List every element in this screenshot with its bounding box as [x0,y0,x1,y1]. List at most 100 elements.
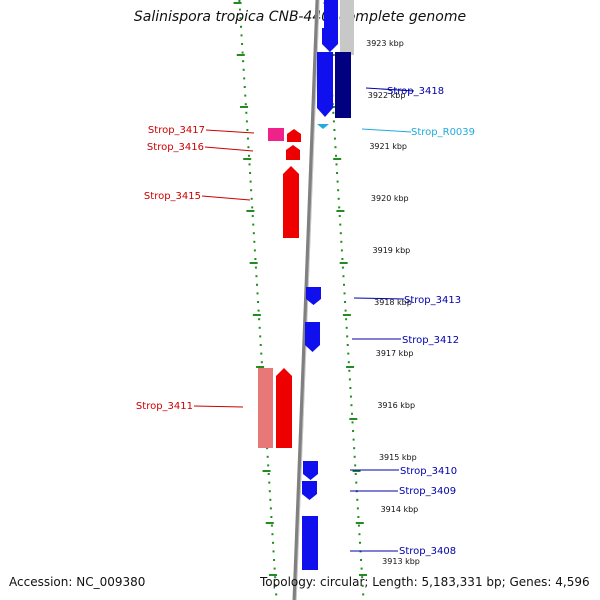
left-grid-dot [248,163,251,166]
left-grid-dot [270,516,273,518]
gene-leader-line [205,129,255,134]
forward-gene-strop-3410 [303,461,318,480]
right-grid-dot [356,498,359,501]
left-grid-dot [266,447,269,450]
forward-gene-label: Strop_3412 [402,335,459,346]
right-grid-dot [333,137,336,140]
left-grid-dot [272,550,275,553]
ruler-tick-label: 3917 kbp [376,349,414,358]
gene-features [258,0,354,570]
right-grid-dot [353,447,356,450]
grid-major-mark [265,522,274,524]
left-grid-dot [256,292,259,295]
right-grid-dot [339,223,342,226]
left-grid-dot [238,8,241,11]
right-grid-dot [337,189,340,192]
right-grid-dot [360,567,363,570]
accession-info: Accession: NC_009380 [9,575,146,589]
grid-major-mark [358,574,367,576]
left-grid-dot [257,309,260,312]
right-grid-dot [336,172,339,174]
forward-gene-top [324,0,338,30]
forward-gene-label: Strop_R0039 [411,127,475,138]
right-grid-dot [361,584,364,587]
right-grid-dot [348,369,351,372]
left-grid-dot [247,146,250,149]
grid-major-mark [346,366,355,368]
right-grid-dot [338,215,341,217]
ruler-ticks: 3923 kbp 3922 kbp 3921 kbp 3920 kbp 3919 kbp… [366,39,420,566]
grid-major-mark [236,54,245,56]
grid-major-mark [355,522,364,524]
right-grid-dot [345,318,348,321]
left-grid-dot [240,34,243,37]
grid-major-mark [268,574,277,576]
right-grid-dot [344,301,347,303]
forward-gene-strop-3418-arrow [317,52,333,117]
grid-major-mark [342,314,351,316]
grid-major-mark [333,158,342,160]
ruler-tick-label: 3919 kbp [373,246,411,255]
reverse-gene-strop-3415 [283,166,299,238]
topology-info: Topology: circular; Length: 5,183,331 bp… [260,575,590,589]
right-grid-dot [347,361,350,364]
left-grid-dot [275,593,278,596]
left-grid-dot [254,258,257,260]
left-grid-dot [249,180,252,183]
left-grid-dot [260,352,263,355]
right-grid-dot [346,344,349,346]
ruler-tick-label: 3918 kbp [374,298,412,307]
right-grid-dot [341,258,344,260]
gene-leader-line [201,195,251,201]
left-grid-dot [253,249,256,252]
reverse-gene-strop-3411-light [258,368,273,448]
left-grid-dot [253,240,256,243]
left-grid-dot [273,567,276,570]
left-grid-dot [242,60,245,63]
right-grid-dot [334,146,337,149]
left-grid-dot [245,111,248,114]
left-grid-dot [250,197,253,200]
left-grid-dot [270,524,273,527]
left-grid-dot [274,576,277,579]
left-grid-dot [250,189,253,192]
left-grid-dot [252,232,255,235]
forward-gene-label: Strop_3418 [387,86,444,97]
grid-major-mark [233,2,242,4]
right-grid-dot [350,412,353,415]
left-grid-dot [268,481,271,484]
left-grid-dot [238,0,241,2]
left-grid-dot [257,301,260,303]
gene-leader-line [361,128,412,133]
right-grid-dot [353,455,356,458]
left-grid-dot [251,206,254,209]
right-grid-dot [343,292,346,295]
reverse-gene-strop-3411 [276,368,292,448]
right-grid-dot [348,378,351,381]
left-grid-dot [249,172,252,174]
left-grid-dot [271,541,274,544]
ruler-tick-label: 3923 kbp [366,39,404,48]
forward-gene-strop-3412 [305,322,320,352]
right-grid-dot [336,180,339,183]
left-grid-dot [267,473,270,475]
forward-gene-dark [335,52,351,118]
ruler-tick-label: 3921 kbp [369,142,407,151]
ruler-tick-label: 3913 kbp [382,557,420,566]
forward-gene-label: Strop_3408 [399,546,456,557]
right-grid-dot [358,533,361,536]
right-grid-dot [338,206,341,209]
gene-leader-line [193,405,244,408]
right-grid-dot [349,387,352,389]
gene-labels: Strop_3418 Strop_R0039 Strop_3413 Strop_341… [136,86,475,557]
reverse-gene-strop-3417 [268,128,284,141]
left-grid-dot [246,137,249,140]
left-grid-dot [259,344,262,346]
right-grid-dot [361,576,364,579]
right-grid-dot [349,395,352,398]
left-grid-dot [258,318,261,321]
reverse-gene-strop-3416-upper [287,129,301,142]
right-grid-dot [347,352,350,355]
right-grid-dot [332,120,335,123]
right-grid-dot [356,507,359,510]
